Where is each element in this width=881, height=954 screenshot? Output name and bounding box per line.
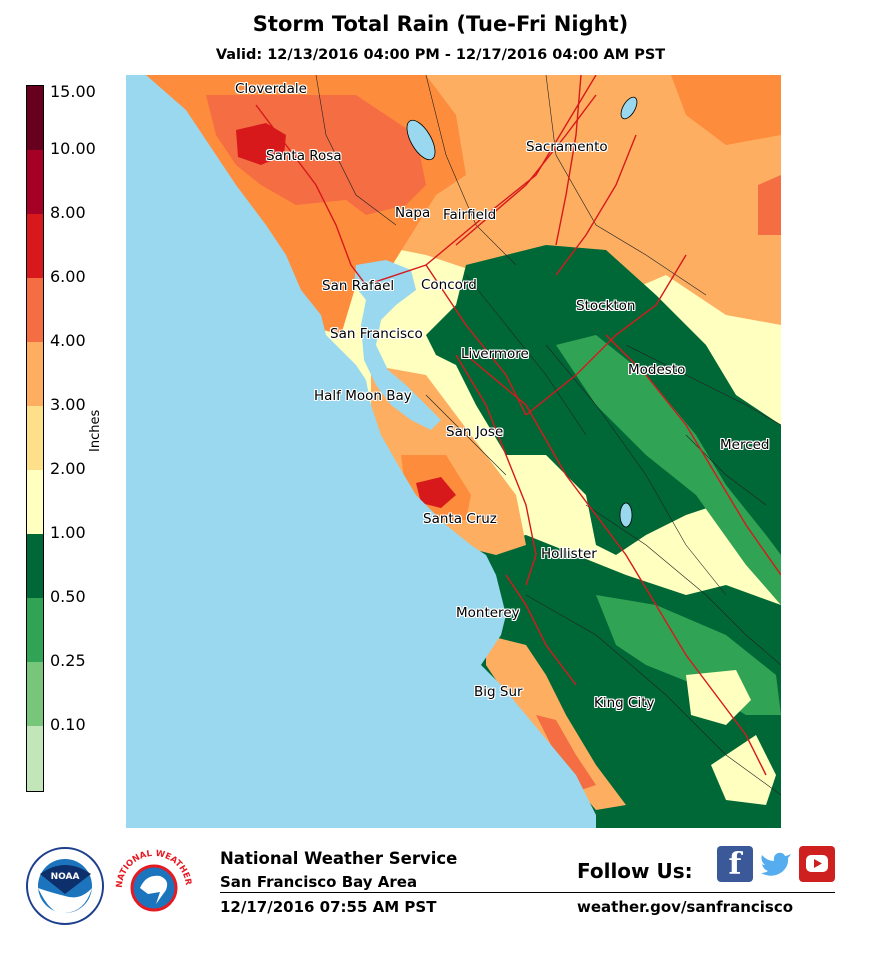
legend-label: 3.00 <box>50 395 86 414</box>
map-title: Storm Total Rain (Tue-Fri Night) <box>252 12 629 36</box>
rainfall-map-svg <box>126 75 781 828</box>
legend-color-segment <box>27 470 43 535</box>
twitter-icon[interactable] <box>758 846 794 882</box>
legend-label: 1.00 <box>50 523 86 542</box>
precip-zone-8in-santa-rosa <box>236 123 286 165</box>
legend-color-segment <box>27 726 43 791</box>
nws-logo: NATIONAL WEATHER SERVICE <box>109 837 196 928</box>
precip-zone-1in-south-east <box>711 735 776 805</box>
clear-lake <box>406 119 436 161</box>
legend-color-segment <box>27 86 43 151</box>
legend-label: 0.50 <box>50 587 86 606</box>
san-francisco-bay <box>354 260 441 430</box>
city-label: Merced <box>720 437 770 453</box>
city-label: Fairfield <box>443 207 497 223</box>
precip-zone-4in-east <box>671 75 781 145</box>
city-label: Modesto <box>628 362 686 378</box>
precip-zone-4in-sierra <box>758 175 781 235</box>
legend-color-segment <box>27 150 43 215</box>
website-link[interactable]: weather.gov/sanfrancisco <box>577 898 794 916</box>
precip-zone-0.5in-valley <box>426 245 781 605</box>
valid-period: Valid: 12/13/2016 04:00 PM - 12/17/2016 … <box>215 47 666 63</box>
city-label: Santa Rosa <box>266 148 342 164</box>
city-label: Napa <box>395 205 431 221</box>
county-borders <box>315 75 781 796</box>
pacific-ocean <box>126 75 596 828</box>
city-label: King City <box>594 695 655 711</box>
legend-label: 0.25 <box>50 651 86 670</box>
city-label: San Rafael <box>322 278 395 294</box>
legend-title: Inches <box>88 409 103 452</box>
precip-legend-bar <box>26 85 44 792</box>
city-label: Sacramento <box>526 139 608 155</box>
city-label: San Francisco <box>330 326 423 342</box>
precip-zone-4in-big-sur <box>536 715 596 790</box>
noaa-logo-text: NOAA <box>51 872 80 882</box>
legend-color-segment <box>27 534 43 599</box>
rainfall-map: Cloverdale Santa Rosa Sacramento Napa Fairfi… <box>126 75 781 828</box>
city-label: Stockton <box>576 298 636 314</box>
precip-zone-0.25in-valley <box>556 335 781 605</box>
youtube-icon[interactable] <box>799 846 835 882</box>
legend-label: 4.00 <box>50 331 86 350</box>
legend-label: 0.10 <box>50 715 86 734</box>
legend-label: 2.00 <box>50 459 86 478</box>
issue-timestamp: 12/17/2016 07:55 AM PST <box>220 898 437 916</box>
folsom-lake <box>620 96 638 120</box>
highways <box>255 75 781 776</box>
facebook-icon[interactable]: f <box>717 846 753 882</box>
legend-color-segment <box>27 598 43 663</box>
legend-label: 6.00 <box>50 267 86 286</box>
legend-label: 10.00 <box>50 139 96 158</box>
city-label: Livermore <box>461 346 529 362</box>
legend-color-segment <box>27 214 43 279</box>
footer-divider <box>220 892 835 893</box>
legend-color-segment <box>27 406 43 471</box>
city-label: Big Sur <box>474 684 523 700</box>
city-label: San Jose <box>446 424 504 440</box>
san-luis-reservoir <box>619 502 633 528</box>
org-name: National Weather Service <box>220 849 458 868</box>
legend-color-segment <box>27 342 43 407</box>
city-label: Hollister <box>541 546 597 562</box>
city-label: Concord <box>421 277 477 293</box>
city-label: Cloverdale <box>235 81 307 97</box>
precip-zone-6in-santa-cruz <box>416 477 456 508</box>
city-label: Santa Cruz <box>423 511 497 527</box>
city-label: Half Moon Bay <box>314 388 412 404</box>
office-name: San Francisco Bay Area <box>220 873 418 891</box>
city-label: Monterey <box>456 605 520 621</box>
follow-us-label: Follow Us: <box>577 859 693 883</box>
legend-label: 15.00 <box>50 82 96 101</box>
legend-label: 8.00 <box>50 203 86 222</box>
noaa-logo: NOAA <box>25 846 105 926</box>
legend-color-segment <box>27 662 43 727</box>
legend-color-segment <box>27 278 43 343</box>
